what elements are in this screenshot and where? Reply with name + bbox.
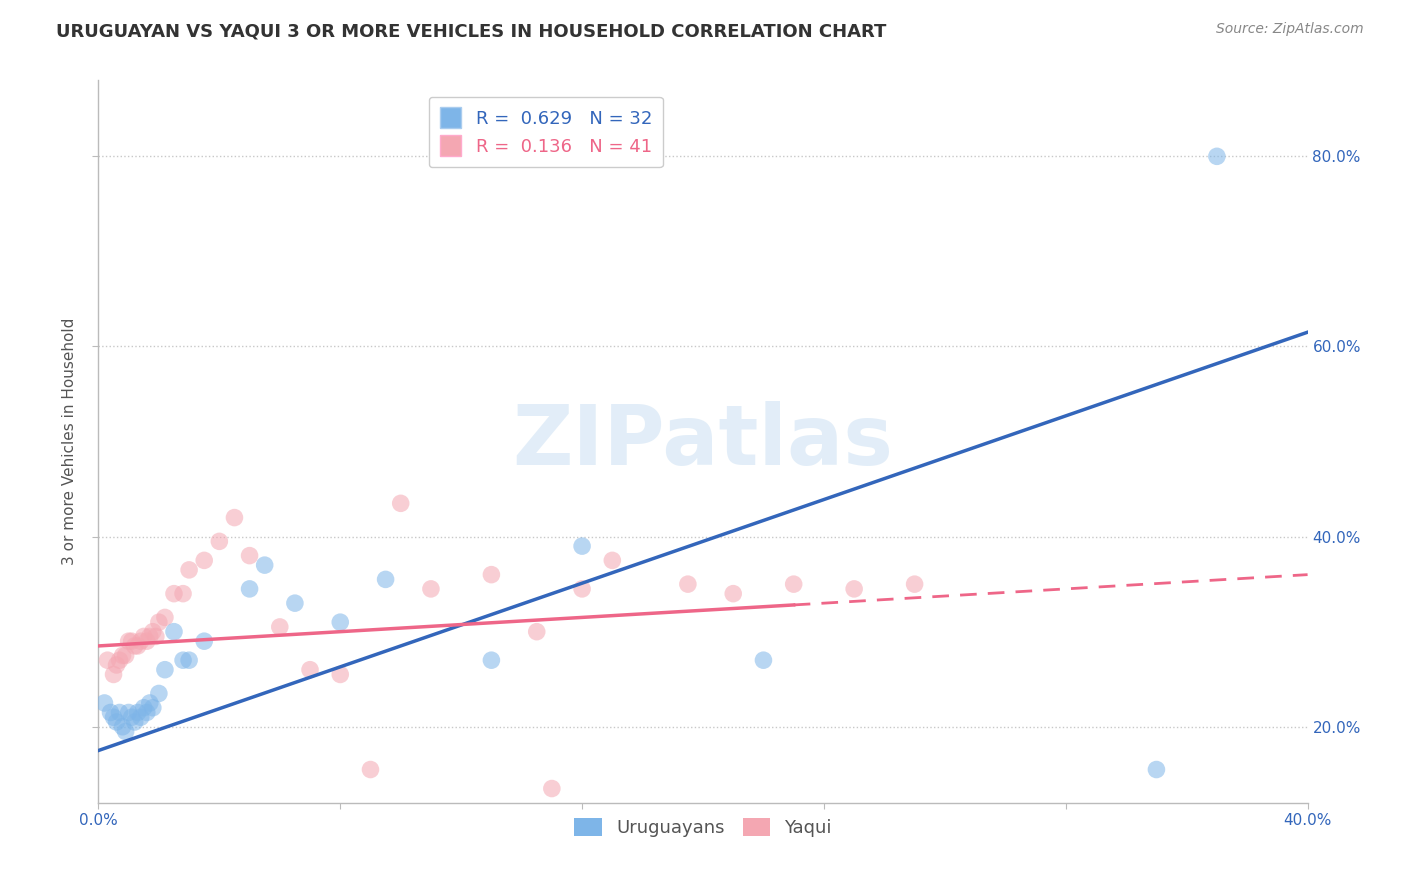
Point: [172, 587, 194, 601]
Point: [329, 667, 352, 681]
Point: [571, 582, 593, 596]
Point: [139, 629, 162, 643]
Text: ZIPatlas: ZIPatlas: [513, 401, 893, 482]
Text: Source: ZipAtlas.com: Source: ZipAtlas.com: [1216, 22, 1364, 37]
Text: URUGUAYAN VS YAQUI 3 OR MORE VEHICLES IN HOUSEHOLD CORRELATION CHART: URUGUAYAN VS YAQUI 3 OR MORE VEHICLES IN…: [56, 22, 887, 40]
Point: [224, 510, 246, 524]
Point: [114, 724, 136, 739]
Point: [1206, 149, 1229, 163]
Point: [193, 634, 215, 648]
Point: [163, 587, 186, 601]
Point: [111, 648, 134, 663]
Point: [360, 763, 382, 777]
Point: [142, 700, 165, 714]
Point: [100, 706, 122, 720]
Point: [239, 549, 262, 563]
Point: [108, 706, 131, 720]
Point: [124, 714, 146, 729]
Point: [127, 639, 149, 653]
Point: [540, 781, 562, 796]
Point: [127, 706, 149, 720]
Point: [179, 563, 201, 577]
Point: [571, 539, 593, 553]
Point: [253, 558, 276, 573]
Point: [118, 634, 141, 648]
Point: [111, 720, 134, 734]
Point: [105, 657, 128, 672]
Point: [1144, 763, 1167, 777]
Point: [752, 653, 775, 667]
Point: [153, 663, 176, 677]
Point: [783, 577, 806, 591]
Point: [481, 653, 503, 667]
Point: [723, 587, 745, 601]
Point: [103, 710, 125, 724]
Point: [179, 653, 201, 667]
Point: [129, 710, 152, 724]
Point: [844, 582, 866, 596]
Point: [124, 639, 146, 653]
Point: [148, 615, 170, 630]
Point: [103, 667, 125, 681]
Point: [139, 696, 162, 710]
Point: [105, 714, 128, 729]
Point: [142, 624, 165, 639]
Point: [374, 573, 396, 587]
Point: [284, 596, 307, 610]
Point: [118, 706, 141, 720]
Point: [420, 582, 443, 596]
Point: [145, 629, 167, 643]
Point: [93, 696, 115, 710]
Point: [269, 620, 291, 634]
Point: [121, 634, 143, 648]
Point: [108, 653, 131, 667]
Point: [602, 553, 624, 567]
Point: [299, 663, 322, 677]
Point: [121, 710, 143, 724]
Point: [153, 610, 176, 624]
Point: [132, 629, 155, 643]
Point: [96, 653, 118, 667]
Point: [148, 686, 170, 700]
Point: [481, 567, 503, 582]
Point: [135, 706, 157, 720]
Point: [676, 577, 699, 591]
Point: [163, 624, 186, 639]
Point: [193, 553, 215, 567]
Legend: Uruguayans, Yaqui: Uruguayans, Yaqui: [567, 811, 839, 845]
Y-axis label: 3 or more Vehicles in Household: 3 or more Vehicles in Household: [62, 318, 77, 566]
Point: [239, 582, 262, 596]
Point: [526, 624, 548, 639]
Point: [114, 648, 136, 663]
Point: [904, 577, 927, 591]
Point: [208, 534, 231, 549]
Point: [172, 653, 194, 667]
Point: [135, 634, 157, 648]
Point: [389, 496, 412, 510]
Point: [129, 634, 152, 648]
Point: [132, 700, 155, 714]
Point: [329, 615, 352, 630]
